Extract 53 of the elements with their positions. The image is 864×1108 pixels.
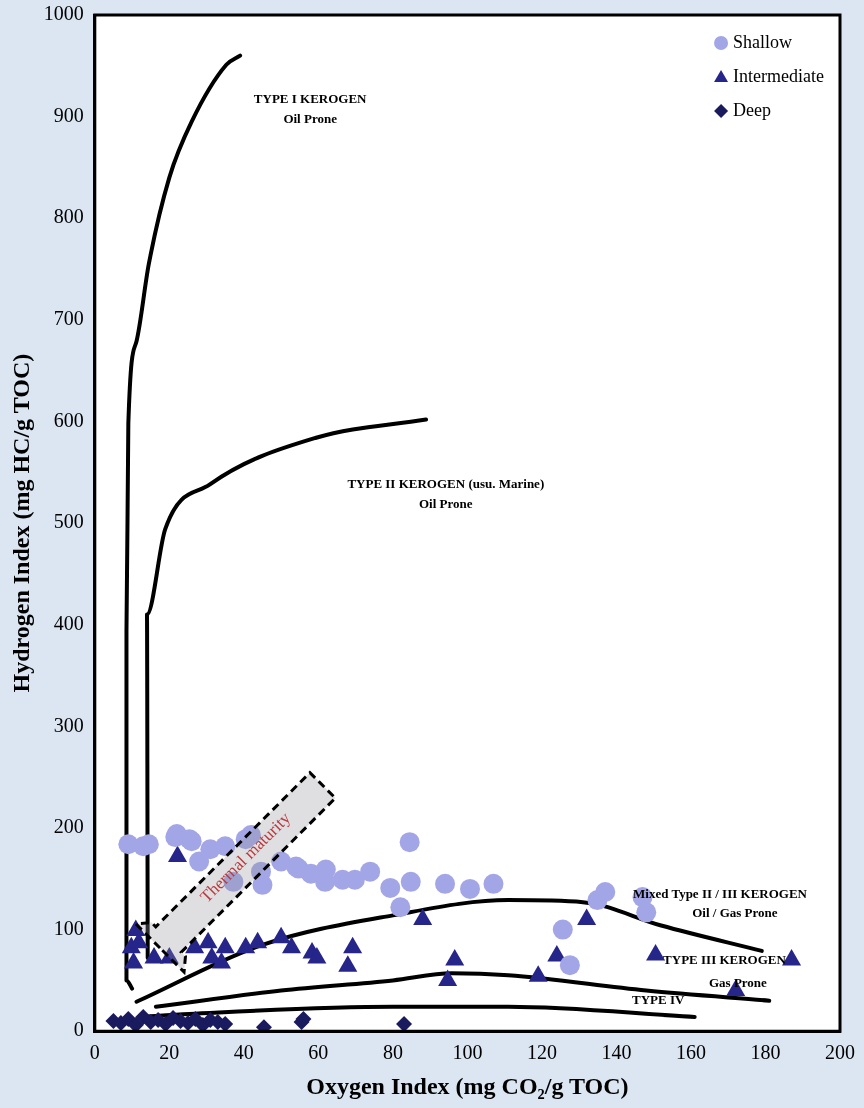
y-tick-label: 500 — [53, 510, 84, 533]
y-tick-label: 900 — [53, 103, 84, 126]
point — [559, 955, 580, 976]
x-tick-label: 40 — [233, 1041, 254, 1064]
y-tick-label: 200 — [53, 815, 84, 838]
annotation: Oil Prone — [419, 496, 473, 512]
x-tick-label: 100 — [452, 1041, 483, 1064]
y-tick-label: 300 — [53, 713, 84, 736]
point — [360, 861, 381, 882]
y-axis-title: Hydrogen Index (mg HC/g TOC) — [7, 353, 34, 693]
legend-label: Intermediate — [733, 65, 825, 86]
point — [396, 1016, 413, 1032]
annotation: Oil Prone — [283, 111, 338, 127]
point — [435, 873, 456, 894]
legend-label: Shallow — [733, 31, 793, 52]
y-tick-label: 400 — [53, 611, 84, 634]
x-tick-label: 160 — [675, 1041, 706, 1064]
x-tick-label: 140 — [601, 1041, 632, 1064]
annotation: Mixed Type II / III KEROGEN — [633, 886, 808, 902]
annotation: TYPE IV — [631, 992, 685, 1008]
y-tick-label: 1000 — [43, 2, 84, 25]
x-tick-label: 120 — [526, 1041, 557, 1064]
point — [215, 836, 236, 857]
y-tick-label: 0 — [73, 1018, 84, 1041]
annotation: TYPE I KEROGEN — [253, 90, 368, 106]
annotation: Gas Prone — [708, 974, 768, 990]
point — [636, 902, 657, 923]
y-tick-label: 700 — [53, 307, 84, 330]
point — [595, 881, 616, 902]
annotation: TYPE II KEROGEN (usu. Marine) — [347, 475, 545, 491]
y-tick-label: 100 — [53, 916, 84, 939]
y-tick-label: 800 — [53, 205, 84, 228]
x-tick-label: 60 — [308, 1041, 329, 1064]
point — [483, 873, 504, 894]
legend-label: Deep — [733, 99, 772, 120]
point — [399, 832, 420, 853]
point — [127, 1017, 144, 1032]
point — [380, 877, 401, 898]
point — [460, 878, 481, 899]
x-tick-label: 80 — [382, 1041, 403, 1064]
point — [552, 919, 573, 940]
annotation: TYPE III KEROGEN — [663, 952, 787, 968]
point — [390, 897, 411, 918]
x-tick-label: 200 — [825, 1041, 855, 1064]
point — [400, 871, 421, 892]
x-tick-label: 20 — [159, 1041, 180, 1064]
x-tick-label: 0 — [89, 1041, 100, 1064]
y-tick-label: 600 — [53, 408, 84, 431]
x-axis-title: Oxygen Index (mg CO₂/g TOC) — [306, 1072, 629, 1099]
annotation: Oil / Gas Prone — [692, 904, 778, 920]
line-series — [153, 971, 772, 1009]
point — [252, 874, 273, 895]
x-tick-label: 180 — [750, 1041, 781, 1064]
